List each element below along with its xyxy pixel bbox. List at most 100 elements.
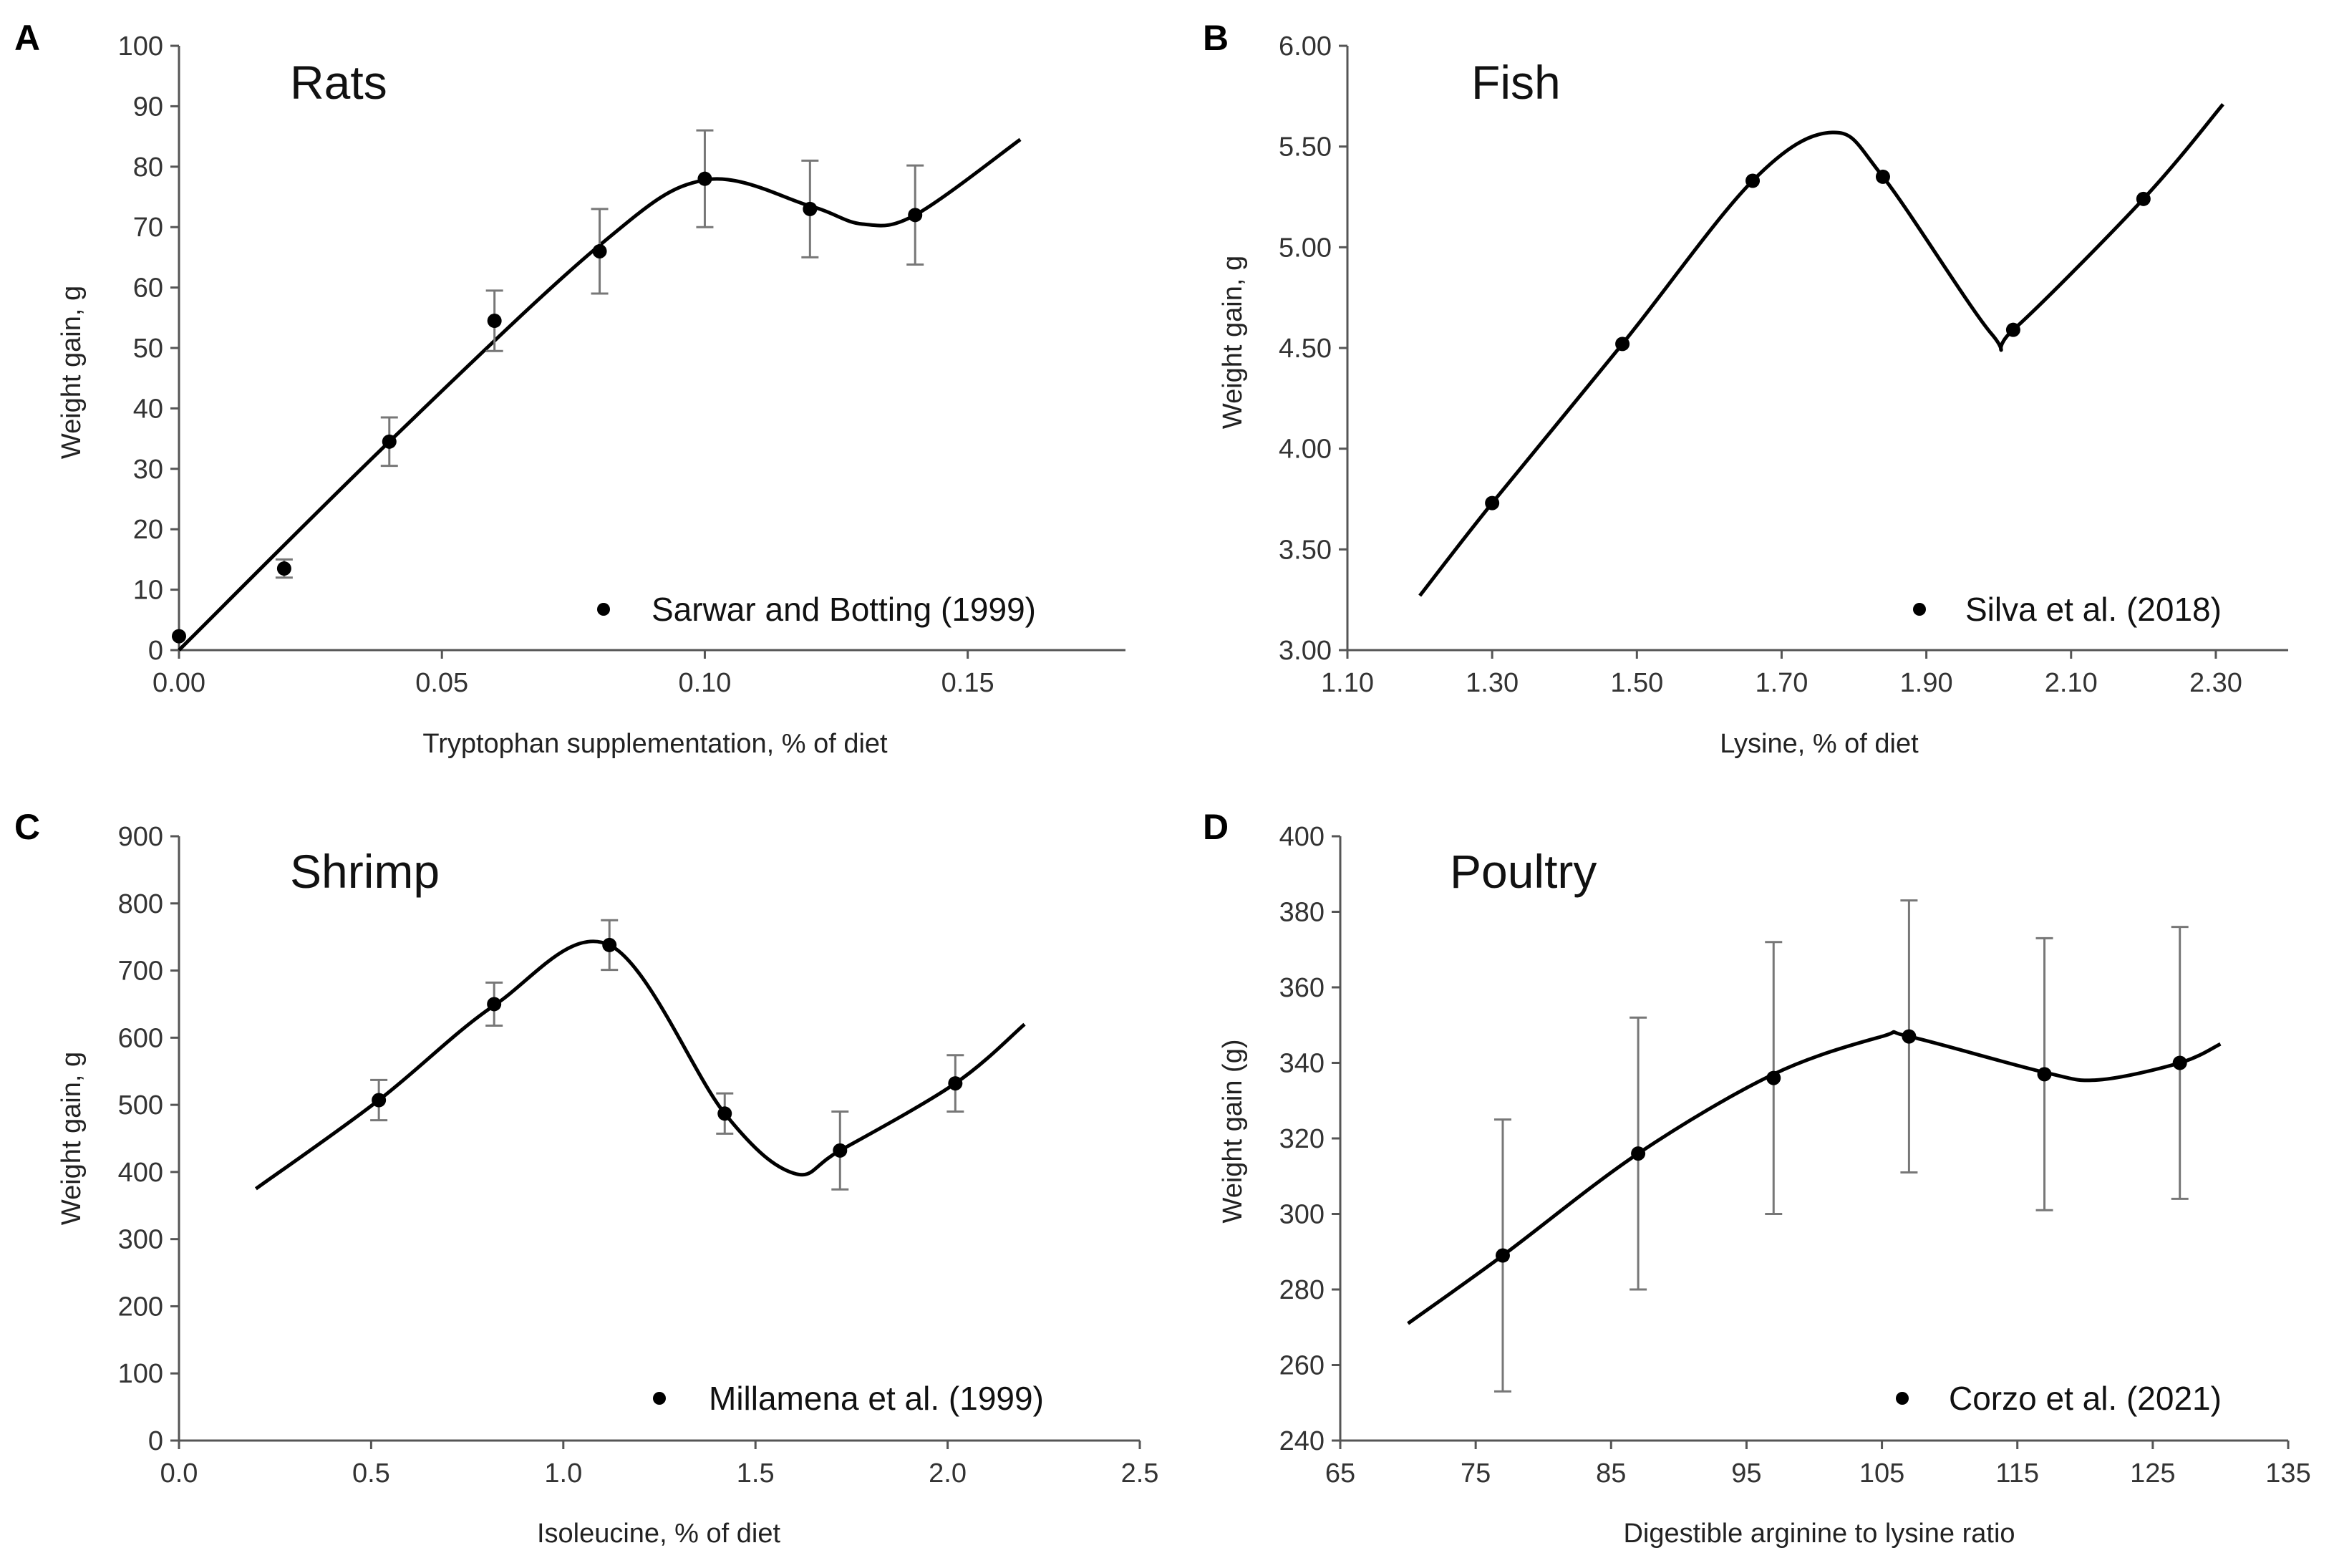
x-tick-label: 85: [1596, 1458, 1626, 1489]
legend-label: Silva et al. (2018): [1965, 591, 2222, 628]
y-tick-label: 90: [133, 92, 163, 122]
axes: 240 260 280 300 320 340 360 380 400 65 75 85 95 105 11…: [1279, 822, 2311, 1489]
y-tick-label: 80: [133, 153, 163, 183]
data-point: [1766, 1070, 1781, 1085]
y-tick-label: 6.00: [1279, 32, 1332, 62]
data-point: [276, 561, 291, 576]
legend: Sarwar and Botting (1999): [597, 591, 1036, 628]
x-tick-label: 1.50: [1610, 668, 1663, 698]
panel-b: B Fish Lysine, % of diet Weight gain, g …: [1203, 18, 2288, 759]
x-tick-label: 0.5: [352, 1458, 390, 1489]
panel-a: A Rats Tryptophan supplementation, % of …: [14, 18, 1125, 759]
y-tick-label: 500: [118, 1090, 163, 1121]
x-tick-label: 135: [2265, 1458, 2310, 1489]
y-axis-label: Weight gain, g: [57, 286, 87, 459]
x-tick-label: 0.00: [152, 668, 205, 698]
y-tick-label: 300: [1279, 1200, 1325, 1230]
y-tick-label: 340: [1279, 1049, 1325, 1079]
data-point: [1631, 1146, 1646, 1161]
y-axis-label: Weight gain, g: [1218, 256, 1248, 429]
panel-letter: C: [14, 807, 40, 847]
axes: 0 10 20 30 40 50 60 70 80 90 100 0.00 0.05 0.10 0.15: [118, 32, 1125, 698]
fit-curve: [254, 939, 1026, 1191]
data-point: [487, 314, 502, 329]
panel-c: C Shrimp Isoleucine, % of diet Weight ga…: [14, 807, 1158, 1549]
panel-d: D Poultry Digestible arginine to lysine …: [1203, 807, 2311, 1549]
data-point: [833, 1143, 848, 1158]
x-tick-label: 1.0: [544, 1458, 582, 1489]
x-tick-label: 95: [1731, 1458, 1761, 1489]
legend: Silva et al. (2018): [1913, 591, 2222, 628]
x-tick-label: 2.10: [2045, 668, 2098, 698]
x-axis-label: Tryptophan supplementation, % of diet: [422, 729, 888, 759]
x-tick-label: 0.0: [160, 1458, 198, 1489]
legend: Millamena et al. (1999): [653, 1380, 1044, 1417]
y-tick-label: 4.50: [1279, 334, 1332, 364]
y-tick-label: 5.50: [1279, 132, 1332, 163]
legend-marker: [1896, 1392, 1909, 1405]
y-tick-label: 900: [118, 822, 163, 852]
x-axis-label: Lysine, % of diet: [1720, 729, 1919, 759]
y-axis-label: Weight gain, g: [57, 1052, 87, 1225]
data-point: [697, 171, 712, 186]
panel-letter: D: [1203, 807, 1229, 847]
data-point: [172, 629, 186, 644]
y-tick-label: 30: [133, 455, 163, 485]
data-point: [2136, 191, 2151, 206]
fit-curve: [1418, 102, 2224, 597]
x-tick-label: 1.10: [1321, 668, 1374, 698]
data-point: [592, 243, 607, 258]
y-tick-label: 800: [118, 889, 163, 919]
x-tick-label: 2.5: [1121, 1458, 1159, 1489]
y-tick-label: 4.00: [1279, 435, 1332, 465]
legend-marker: [1913, 603, 1926, 616]
x-tick-label: 105: [1859, 1458, 1904, 1489]
axes: 3.00 3.50 4.00 4.50 5.00 5.50 6.00 1.10 1.30 1.50…: [1279, 32, 2288, 698]
y-tick-label: 700: [118, 957, 163, 987]
y-tick-label: 200: [118, 1292, 163, 1322]
y-tick-label: 380: [1279, 898, 1325, 928]
y-tick-label: 3.00: [1279, 636, 1332, 666]
y-tick-label: 300: [118, 1225, 163, 1255]
x-tick-label: 0.15: [941, 668, 994, 698]
x-tick-label: 2.0: [929, 1458, 967, 1489]
y-tick-label: 0: [148, 1426, 163, 1456]
y-tick-label: 3.50: [1279, 535, 1332, 565]
y-tick-label: 0: [148, 636, 163, 666]
y-tick-label: 100: [118, 32, 163, 62]
data-point: [487, 997, 502, 1012]
axes: 0 100 200 300 400 500 600 700 800 900 0.0 0.5 1.0 1.5…: [118, 822, 1159, 1489]
data-point: [602, 937, 617, 952]
y-tick-label: 400: [1279, 822, 1325, 852]
x-tick-label: 125: [2130, 1458, 2175, 1489]
data-point: [1615, 337, 1630, 352]
x-tick-label: 1.30: [1466, 668, 1519, 698]
legend: Corzo et al. (2021): [1896, 1380, 2222, 1417]
legend-marker: [597, 603, 610, 616]
data-point: [908, 208, 923, 223]
y-tick-label: 50: [133, 334, 163, 364]
y-axis-label: Weight gain (g): [1218, 1040, 1248, 1224]
legend-label: Corzo et al. (2021): [1949, 1380, 2222, 1417]
y-tick-label: 320: [1279, 1124, 1325, 1154]
y-tick-label: 20: [133, 515, 163, 545]
data-point: [1875, 169, 1890, 184]
y-tick-label: 360: [1279, 973, 1325, 1003]
x-axis-label: Isoleucine, % of diet: [537, 1519, 781, 1549]
chart-title: Rats: [290, 56, 387, 109]
legend-label: Millamena et al. (1999): [709, 1380, 1044, 1417]
data-point: [1485, 495, 1500, 510]
y-tick-label: 400: [118, 1158, 163, 1188]
data-point: [2172, 1055, 2187, 1070]
y-tick-label: 240: [1279, 1426, 1325, 1456]
x-tick-label: 75: [1461, 1458, 1491, 1489]
data-point: [2005, 322, 2020, 337]
y-tick-label: 40: [133, 394, 163, 424]
y-tick-label: 10: [133, 576, 163, 606]
x-axis-label: Digestible arginine to lysine ratio: [1623, 1519, 2015, 1549]
data-point: [1745, 173, 1761, 188]
y-tick-label: 100: [118, 1359, 163, 1389]
x-tick-label: 0.10: [678, 668, 731, 698]
data-point: [382, 434, 397, 449]
